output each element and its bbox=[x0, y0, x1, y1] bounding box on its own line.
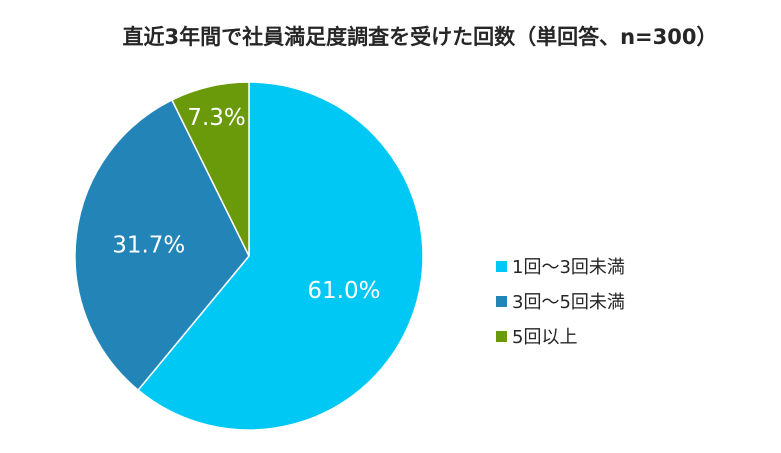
pie-slices bbox=[74, 81, 424, 431]
legend-swatch-3 bbox=[496, 331, 507, 342]
data-label-1: 61.0% bbox=[307, 278, 380, 304]
legend-swatch-2 bbox=[496, 296, 507, 307]
legend-label-1: 1回～3回未満 bbox=[512, 257, 625, 278]
legend: 1回～3回未満 3回～5回未満 5回以上 bbox=[496, 257, 625, 348]
legend-label-3: 5回以上 bbox=[512, 327, 577, 348]
pie-slice-1 bbox=[137, 81, 424, 431]
data-label-3: 7.3% bbox=[187, 105, 245, 131]
pie-slice-2 bbox=[74, 98, 250, 392]
legend-label-2: 3回～5回未満 bbox=[512, 292, 625, 313]
legend-swatch-1 bbox=[496, 261, 507, 272]
data-labels: 61.0% 31.7% 7.3% bbox=[112, 105, 380, 304]
data-label-2: 31.7% bbox=[112, 232, 185, 258]
chart-title: 直近3年間で社員満足度調査を受けた回数（単回答、n=300） bbox=[123, 25, 718, 49]
pie-slice-3 bbox=[170, 81, 250, 257]
